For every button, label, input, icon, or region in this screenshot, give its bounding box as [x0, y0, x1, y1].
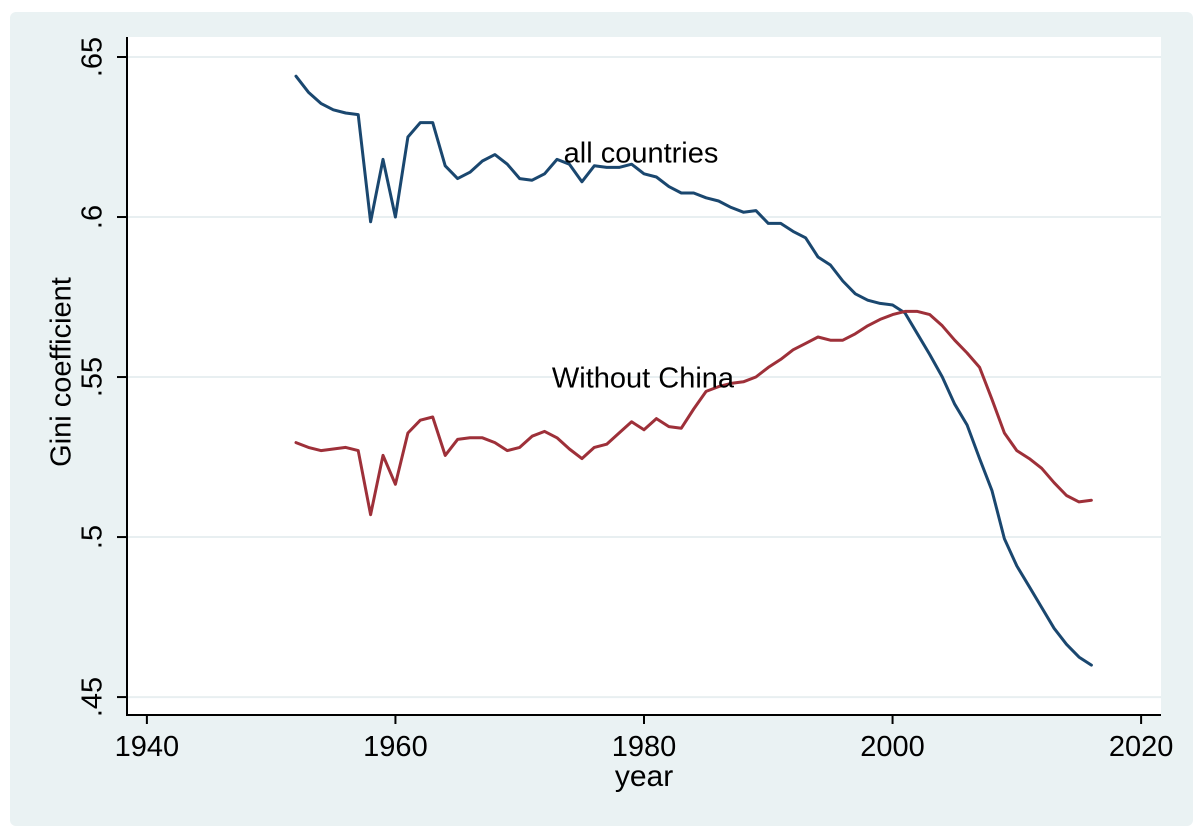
y-tick-label: .6: [76, 204, 109, 230]
y-tick-label: .45: [76, 676, 109, 718]
x-tick-label: 2000: [860, 731, 925, 763]
series-label-annotation: all countries: [563, 137, 719, 170]
y-tick-label: .5: [76, 524, 109, 550]
x-tick-label: 1980: [611, 731, 677, 763]
y-tick-label: .65: [76, 36, 109, 78]
x-tick-label: 2020: [1108, 731, 1174, 763]
series-line: [294, 309, 1093, 517]
x-tick-label: 1940: [114, 731, 180, 763]
x-axis-title: year: [614, 760, 674, 793]
series-label-annotation: Without China: [551, 362, 735, 395]
y-tick-label: .55: [76, 356, 109, 398]
y-axis-title: Gini coefficient: [45, 277, 78, 467]
x-tick-label: 1960: [363, 731, 428, 763]
series-line: [294, 74, 1093, 667]
plot-area: [127, 37, 1161, 715]
